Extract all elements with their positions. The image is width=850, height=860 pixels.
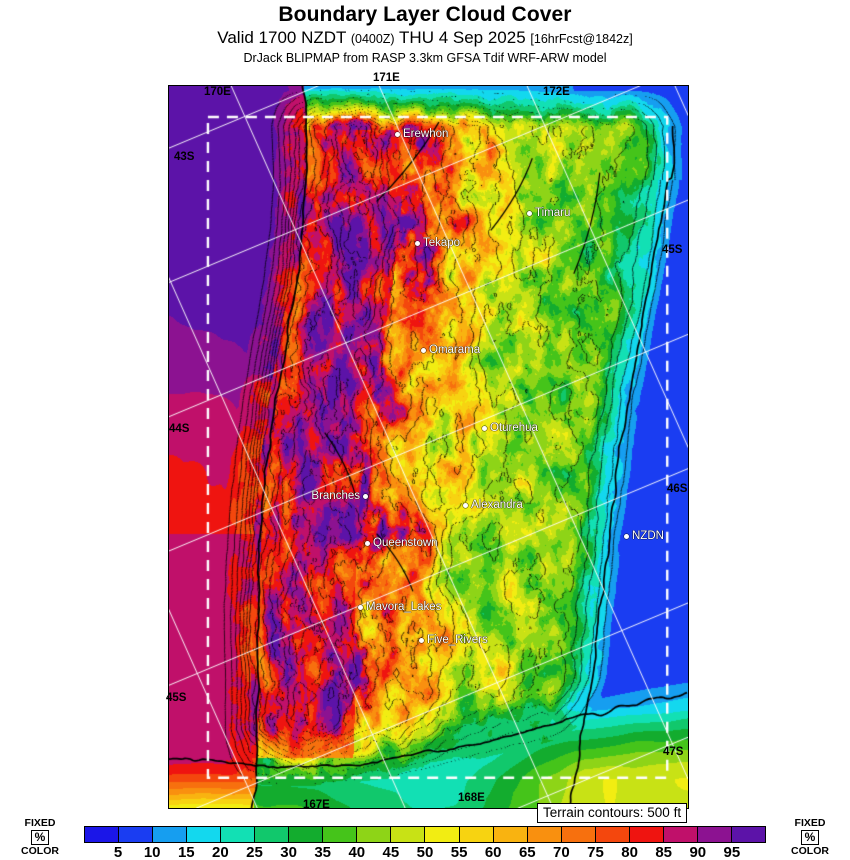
colorbar-segment-15 — [595, 827, 630, 842]
fixed-label-right-mid: % — [800, 830, 820, 845]
colorbar-segment-19 — [731, 827, 765, 842]
colorbar-segment-13 — [527, 827, 562, 842]
colorbar[interactable] — [84, 826, 766, 843]
lat-label-left-43S: 43S — [174, 151, 195, 163]
lon-label-171E: 171E — [373, 72, 400, 84]
colorbar-segment-0 — [85, 827, 120, 842]
colorbar-segment-10 — [425, 827, 460, 842]
cloud-cover-raster — [169, 86, 688, 808]
colorbar-tick-labels: 5 10 15 20 25 30 35 40 45 50 55 60 65 70 75 80 85 90 95 — [84, 844, 766, 860]
colorbar-segment-5 — [255, 827, 290, 842]
colorbar-segment-9 — [391, 827, 426, 842]
colorbar-tick-70: 70 — [553, 844, 570, 860]
model-line: DrJack BLIPMAP from RASP 3.3km GFSA Tdif… — [243, 51, 607, 65]
colorbar-segment-12 — [493, 827, 528, 842]
valid-date: THU 4 Sep 2025 — [399, 28, 526, 47]
colorbar-segment-14 — [561, 827, 596, 842]
colorbar-tick-20: 20 — [212, 844, 229, 860]
colorbar-tick-85: 85 — [655, 844, 673, 860]
colorbar-tick-50: 50 — [416, 844, 434, 860]
lon-label-168E: 168E — [458, 792, 485, 804]
lat-label-left-44S: 44S — [169, 423, 190, 435]
colorbar-segment-4 — [221, 827, 256, 842]
lat-label-right-46S: 46S — [667, 483, 688, 495]
colorbar-tick-5: 5 — [113, 844, 123, 860]
lat-label-right-47S: 47S — [663, 746, 684, 758]
colorbar-tick-60: 60 — [484, 844, 502, 860]
colorbar-tick-95: 95 — [723, 844, 741, 860]
colorbar-tick-10: 10 — [143, 844, 161, 860]
colorbar-section: 5 10 15 20 25 30 35 40 45 50 55 60 65 70 75 80 85 90 95 — [0, 820, 850, 860]
fixed-label-left-top: FIXED — [24, 817, 56, 829]
lon-label-170E: 170E — [204, 86, 231, 98]
colorbar-segment-6 — [289, 827, 324, 842]
colorbar-tick-55: 55 — [450, 844, 468, 860]
colorbar-tick-90: 90 — [689, 844, 707, 860]
fixed-label-right-top: FIXED — [794, 817, 826, 829]
colorbar-tick-35: 35 — [314, 844, 332, 860]
fixed-color-legend-right: FIXED % COLOR — [778, 818, 842, 857]
fixed-label-right-bot: COLOR — [791, 845, 829, 857]
title-block: Boundary Layer Cloud Cover Valid 1700 NZ… — [0, 0, 850, 66]
colorbar-segment-1 — [119, 827, 154, 842]
colorbar-segment-2 — [153, 827, 188, 842]
colorbar-segment-3 — [187, 827, 222, 842]
lat-label-right-45S: 45S — [662, 244, 683, 256]
colorbar-segment-11 — [459, 827, 494, 842]
valid-time-z: (0400Z) — [350, 32, 395, 46]
terrain-contour-legend: Terrain contours: 500 ft — [537, 803, 688, 823]
valid-time: Valid 1700 NZDT — [217, 28, 347, 47]
colorbar-segment-17 — [663, 827, 698, 842]
valid-time-line: Valid 1700 NZDT (0400Z) THU 4 Sep 2025 [… — [0, 27, 850, 50]
colorbar-segment-7 — [323, 827, 358, 842]
colorbar-tick-75: 75 — [587, 844, 604, 860]
colorbar-tick-40: 40 — [348, 844, 366, 860]
forecast-tag: [16hrFcst@1842z] — [530, 32, 633, 46]
colorbar-tick-25: 25 — [246, 844, 263, 860]
colorbar-tick-80: 80 — [621, 844, 638, 860]
lon-label-167E: 167E — [303, 799, 330, 811]
colorbar-tick-30: 30 — [280, 844, 297, 860]
forecast-map[interactable]: Erewhon Timaru Tekapo Omarama Oturehua Branch… — [168, 85, 689, 809]
colorbar-segment-16 — [629, 827, 664, 842]
colorbar-segment-8 — [357, 827, 392, 842]
fixed-label-left-bot: COLOR — [21, 845, 59, 857]
lon-label-172E: 172E — [543, 86, 570, 98]
colorbar-tick-45: 45 — [382, 844, 400, 860]
colorbar-tick-15: 15 — [177, 844, 195, 860]
lat-label-left-45S: 45S — [166, 692, 187, 704]
colorbar-tick-65: 65 — [518, 844, 536, 860]
page-title: Boundary Layer Cloud Cover — [278, 3, 572, 26]
fixed-color-legend-left: FIXED % COLOR — [8, 818, 72, 857]
colorbar-segment-18 — [697, 827, 732, 842]
fixed-label-left-mid: % — [30, 830, 50, 845]
